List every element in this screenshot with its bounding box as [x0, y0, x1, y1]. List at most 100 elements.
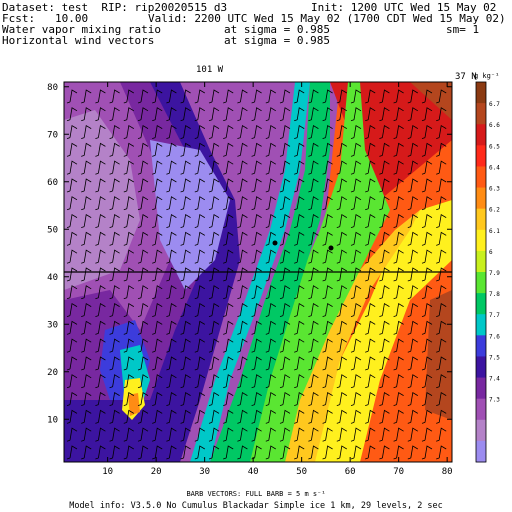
colorbar-tick-label: 7.4 [489, 376, 500, 383]
wind-barb-shaft [166, 124, 177, 139]
wind-barb [208, 302, 220, 317]
wind-barb [279, 338, 291, 353]
wind-barb [208, 338, 220, 353]
colorbar-tick-label: 6.3 [489, 186, 500, 193]
wind-barb-shaft [279, 89, 291, 104]
wind-barb-shaft [336, 320, 348, 335]
wind-barb-shaft [251, 107, 262, 122]
wind-barb [95, 89, 106, 104]
wind-barb-shaft [180, 231, 191, 246]
wind-barb [95, 374, 106, 389]
wind-barb [137, 142, 149, 157]
wind-barb [407, 178, 419, 193]
wind-barb-shaft [66, 391, 78, 406]
wind-barb-shaft [294, 338, 305, 353]
wind-barb [436, 89, 447, 104]
wind-barb [322, 231, 333, 246]
wind-barb-shaft [81, 231, 92, 246]
wind-barb [379, 107, 390, 122]
wind-barb-shaft [194, 374, 206, 389]
colorbar: 6.7 6.6 6.5 6.4 6.3 6.2 6.1 6 7.9 7.8 7.7 7.6 7.5 7.4… [474, 72, 500, 463]
wind-barb-shaft [279, 445, 291, 460]
wind-barb [294, 445, 305, 460]
wind-barb-shaft [421, 302, 433, 317]
wind-barb-shaft [137, 427, 149, 442]
wind-barb [237, 356, 248, 371]
wind-barb-shaft [123, 267, 135, 282]
wind-barb-shaft [393, 374, 404, 389]
wind-barb [379, 249, 390, 264]
wind-barb-shaft [194, 427, 206, 442]
plot-border [63, 81, 453, 463]
wind-barb-shaft [393, 409, 404, 424]
colorbar-tick-label: 6.1 [489, 228, 500, 235]
wind-barb [166, 231, 177, 246]
wind-barb [180, 249, 191, 264]
wind-barb-shaft [308, 445, 319, 460]
wind-barb [365, 391, 376, 406]
wind-barb-shaft [166, 89, 177, 104]
wind-barb [336, 356, 348, 371]
wind-barb [393, 356, 404, 371]
wind-barb [436, 142, 447, 157]
wind-barb [223, 427, 234, 442]
wind-barb-shaft [379, 320, 390, 335]
wind-barb-shaft [109, 409, 120, 424]
wind-barb [152, 213, 163, 228]
wind-barb-shaft [265, 285, 277, 300]
wind-barb-shaft [336, 374, 348, 389]
wind-barb [194, 89, 206, 104]
wind-barb [251, 249, 262, 264]
wind-barb-shaft [81, 302, 92, 317]
wind-barb [166, 409, 177, 424]
wind-barb-shaft [81, 409, 92, 424]
wind-barb-shaft [166, 160, 177, 175]
wind-barb [336, 107, 348, 122]
wind-barb-shaft [81, 374, 92, 389]
wind-barb [251, 124, 262, 139]
wind-barb-shaft [109, 445, 120, 460]
wind-barb-shaft [208, 213, 220, 228]
wind-barb-shaft [208, 409, 220, 424]
wind-barb [407, 302, 419, 317]
wind-barb-shaft [208, 302, 220, 317]
wind-barb [407, 107, 419, 122]
wind-barb [308, 427, 319, 442]
wind-barb [421, 107, 433, 122]
wind-barb [265, 427, 277, 442]
wind-barb [407, 231, 419, 246]
wind-barb [365, 374, 376, 389]
wind-barb [95, 302, 106, 317]
wind-barb [308, 196, 319, 211]
y-tick-label: 30 [47, 320, 58, 330]
x-tick-label: 60 [345, 467, 356, 477]
wind-barb-shaft [137, 231, 149, 246]
wind-barb-shaft [223, 107, 234, 122]
wind-barb-shaft [279, 213, 291, 228]
wind-barb-shaft [66, 320, 78, 335]
wind-barb-shaft [194, 285, 206, 300]
wind-barb-shaft [81, 285, 92, 300]
wind-barb-shaft [66, 178, 78, 193]
x-tick-label: 70 [393, 467, 404, 477]
wind-barb-shaft [393, 107, 404, 122]
wind-barb [194, 374, 206, 389]
wind-barb [322, 124, 333, 139]
wind-barb [251, 213, 262, 228]
wind-barb [137, 427, 149, 442]
wind-barb [365, 89, 376, 104]
wind-barb [436, 338, 447, 353]
wind-barb-shaft [208, 89, 220, 104]
wind-barb-shaft [152, 160, 163, 175]
wind-barb [421, 356, 433, 371]
wind-barb [350, 391, 362, 406]
wind-barb-shaft [194, 445, 206, 460]
wind-barb [223, 409, 234, 424]
wind-barb [166, 178, 177, 193]
wind-barb-shaft [208, 338, 220, 353]
wind-barb [365, 231, 376, 246]
wind-barb [208, 107, 220, 122]
wind-barb-shaft [251, 320, 262, 335]
wind-barb [152, 231, 163, 246]
wind-barb-shaft [421, 427, 433, 442]
